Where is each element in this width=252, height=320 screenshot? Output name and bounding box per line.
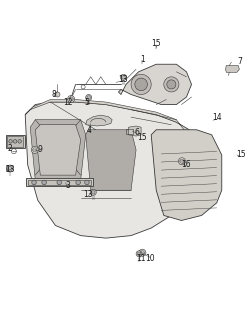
Polygon shape	[6, 135, 25, 148]
Circle shape	[87, 96, 90, 99]
Circle shape	[13, 140, 17, 143]
Text: 13: 13	[5, 165, 14, 174]
Circle shape	[18, 140, 21, 143]
Text: 13: 13	[119, 75, 128, 84]
Text: 15: 15	[236, 150, 245, 159]
Circle shape	[120, 74, 127, 80]
Text: 10: 10	[145, 254, 155, 263]
Circle shape	[122, 76, 125, 79]
Circle shape	[31, 146, 38, 154]
Circle shape	[8, 166, 12, 170]
Polygon shape	[30, 120, 86, 180]
Text: 14: 14	[212, 113, 222, 122]
Circle shape	[57, 180, 61, 185]
Polygon shape	[226, 66, 239, 72]
Circle shape	[7, 165, 13, 171]
Circle shape	[86, 94, 92, 100]
Circle shape	[137, 252, 141, 255]
Polygon shape	[26, 178, 93, 187]
Circle shape	[131, 74, 151, 94]
Circle shape	[136, 251, 142, 257]
Text: 15: 15	[151, 39, 161, 48]
Polygon shape	[86, 130, 136, 190]
Polygon shape	[118, 64, 192, 105]
Text: 1: 1	[140, 55, 145, 64]
Circle shape	[68, 95, 75, 102]
Circle shape	[55, 92, 60, 97]
Polygon shape	[151, 130, 222, 220]
Circle shape	[90, 189, 96, 195]
Circle shape	[139, 249, 146, 256]
Polygon shape	[25, 102, 197, 238]
Circle shape	[32, 180, 36, 185]
Text: 3: 3	[65, 181, 70, 190]
Polygon shape	[6, 165, 11, 171]
Polygon shape	[86, 115, 112, 126]
Text: 12: 12	[63, 98, 73, 107]
Polygon shape	[28, 180, 91, 185]
Polygon shape	[35, 125, 81, 175]
Text: 6: 6	[135, 128, 140, 137]
Circle shape	[135, 78, 147, 91]
Circle shape	[178, 158, 185, 165]
Circle shape	[42, 180, 46, 185]
Circle shape	[9, 140, 12, 143]
Circle shape	[167, 80, 176, 89]
Text: 2: 2	[7, 144, 12, 153]
Text: 15: 15	[138, 133, 147, 142]
Circle shape	[164, 77, 179, 92]
Circle shape	[85, 180, 89, 185]
Text: 5: 5	[84, 98, 89, 107]
Text: 11: 11	[136, 254, 145, 263]
Polygon shape	[25, 100, 197, 142]
Text: 13: 13	[83, 190, 93, 199]
Polygon shape	[129, 126, 141, 136]
Text: 7: 7	[237, 57, 242, 66]
Text: 16: 16	[181, 160, 191, 169]
Text: 8: 8	[52, 90, 56, 99]
Circle shape	[76, 180, 80, 185]
Circle shape	[91, 190, 95, 194]
Text: 4: 4	[87, 126, 92, 135]
Text: 9: 9	[37, 145, 42, 154]
Polygon shape	[7, 136, 23, 147]
